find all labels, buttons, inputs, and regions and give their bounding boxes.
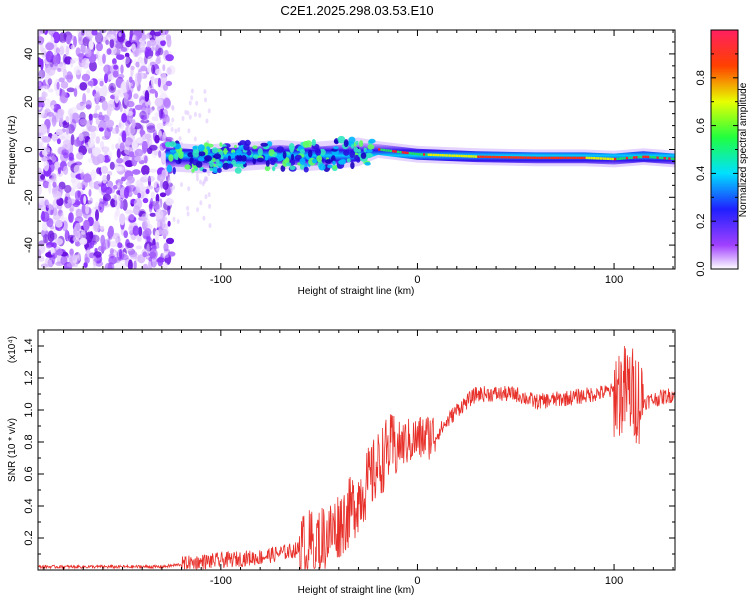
spectrogram-x-label: Height of straight line (km) [298, 286, 415, 297]
snr-x-tick-label: 100 [605, 575, 623, 587]
spectrogram-y-tick-label: 20 [23, 96, 35, 108]
snr-frame [37, 329, 676, 571]
colorbar-label: Normalized spectral amplitude [738, 82, 749, 217]
spectrogram-x-tick-label: 100 [605, 274, 623, 286]
signal-blobs [164, 135, 376, 175]
snr-y-tick-label: 0.4 [23, 498, 35, 513]
spectrogram-y-label: Frequency (Hz) [7, 116, 18, 185]
chart-title: C2E1.2025.298.03.53.E10 [280, 3, 433, 18]
colorbar: 0.0 0.2 0.4 0.6 0.8 Normalized spectral ampl… [695, 29, 749, 277]
spectrogram-x-tick-label: 0 [414, 274, 420, 286]
spectrogram-x-tick-label: -100 [210, 274, 232, 286]
spectrogram-y-tick-label: -40 [23, 237, 35, 253]
snr-x-tick-label: -100 [210, 575, 232, 587]
spectrogram-y-tick-label: -20 [23, 189, 35, 205]
colorbar-tick-label: 0.8 [695, 70, 707, 85]
spectrogram-plot: -100 0 100 -40 -20 0 20 40 [23, 29, 676, 286]
snr-plot: -100 0 100 0.2 0.4 0.6 0.8 1.0 1.2 1.4 [23, 329, 676, 587]
colorbar-tick-label: 0.6 [695, 118, 707, 133]
snr-x-label: Height of straight line (km) [298, 585, 415, 596]
colorbar-tick-label: 0.4 [695, 166, 707, 181]
snr-y-label: SNR (10 * v/v) [7, 418, 18, 482]
snr-y-tick-label: 1.0 [23, 402, 35, 417]
snr-y-tick-label: 0.2 [23, 530, 35, 545]
snr-y-tick-label: 0.6 [23, 466, 35, 481]
colorbar-tick-label: 0.0 [695, 261, 707, 276]
snr-x-tick-label: 0 [414, 575, 420, 587]
snr-scale-label: (x10⁴) [7, 336, 18, 363]
signal-core [378, 148, 675, 161]
snr-y-tick-label: 1.4 [23, 338, 35, 353]
snr-y-tick-label: 0.8 [23, 434, 35, 449]
colorbar-gradient [710, 29, 739, 270]
spectrogram-y-tick-label: 40 [23, 48, 35, 60]
noise-region [38, 30, 212, 269]
spectrogram-y-tick-label: 0 [23, 146, 35, 152]
colorbar-tick-label: 0.2 [695, 214, 707, 229]
snr-y-tick-label: 1.2 [23, 370, 35, 385]
snr-series-line [38, 345, 675, 570]
